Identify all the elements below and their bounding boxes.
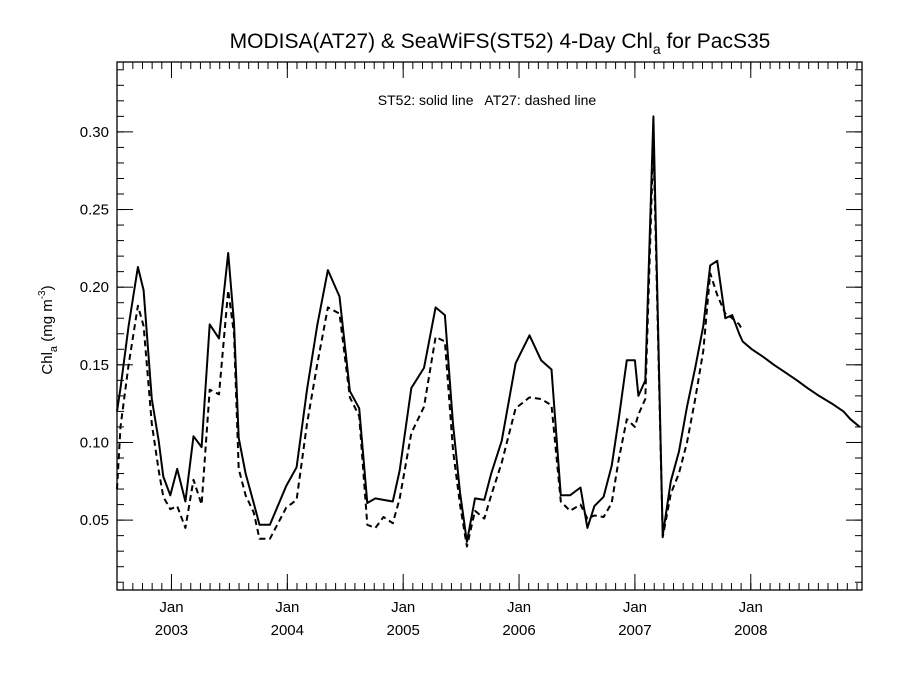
x-tick-label-year: 2007 <box>618 622 651 639</box>
y-axis-label-main: Chl <box>39 352 56 375</box>
x-tick-label-month: Jan <box>391 599 415 616</box>
tick-labels: 0.05 0.10 0.15 0.20 0.25 0.30 Jan 2003 Jan 2004 Ja… <box>80 124 768 639</box>
x-tick-label-year: 2004 <box>271 622 304 639</box>
series-line-at27 <box>116 138 744 548</box>
y-axis-label-superscript: -3 <box>37 290 48 299</box>
chart-title: MODISA(AT27) & SeaWiFS(ST52) 4-Day Chla … <box>230 30 771 57</box>
x-tick-label-year: 2003 <box>155 622 188 639</box>
series-lines <box>116 115 861 548</box>
chart-title-main: MODISA(AT27) & SeaWiFS(ST52) 4-Day Chl <box>230 30 653 53</box>
chart-title-subscript: a <box>653 41 661 57</box>
y-tick-label: 0.20 <box>80 279 109 296</box>
x-tick-label-year: 2006 <box>502 622 535 639</box>
x-tick-label-month: Jan <box>275 599 299 616</box>
y-axis-label-unit: (mg m <box>39 299 56 346</box>
axis-ticks <box>117 62 862 590</box>
y-axis-label: Chla (mg m-3) <box>37 285 60 374</box>
chart-title-tail: for PacS35 <box>661 30 771 53</box>
y-tick-label: 0.25 <box>80 202 109 219</box>
y-axis-label-subscript: a <box>48 345 60 352</box>
x-tick-label-year: 2005 <box>386 622 419 639</box>
y-tick-label: 0.10 <box>80 434 109 451</box>
x-tick-label-month: Jan <box>623 599 647 616</box>
x-tick-label-month: Jan <box>159 599 183 616</box>
y-axis-label-close: ) <box>39 285 56 290</box>
x-tick-label-month: Jan <box>507 599 531 616</box>
legend-annotation: ST52: solid line AT27: dashed line <box>378 92 597 108</box>
plot-frame <box>116 61 863 591</box>
y-tick-label: 0.30 <box>80 124 109 141</box>
x-tick-label-month: Jan <box>739 599 763 616</box>
x-tick-label-year: 2008 <box>734 622 767 639</box>
series-line-st52 <box>116 115 861 543</box>
y-tick-label: 0.15 <box>80 357 109 374</box>
y-tick-label: 0.05 <box>80 512 109 529</box>
